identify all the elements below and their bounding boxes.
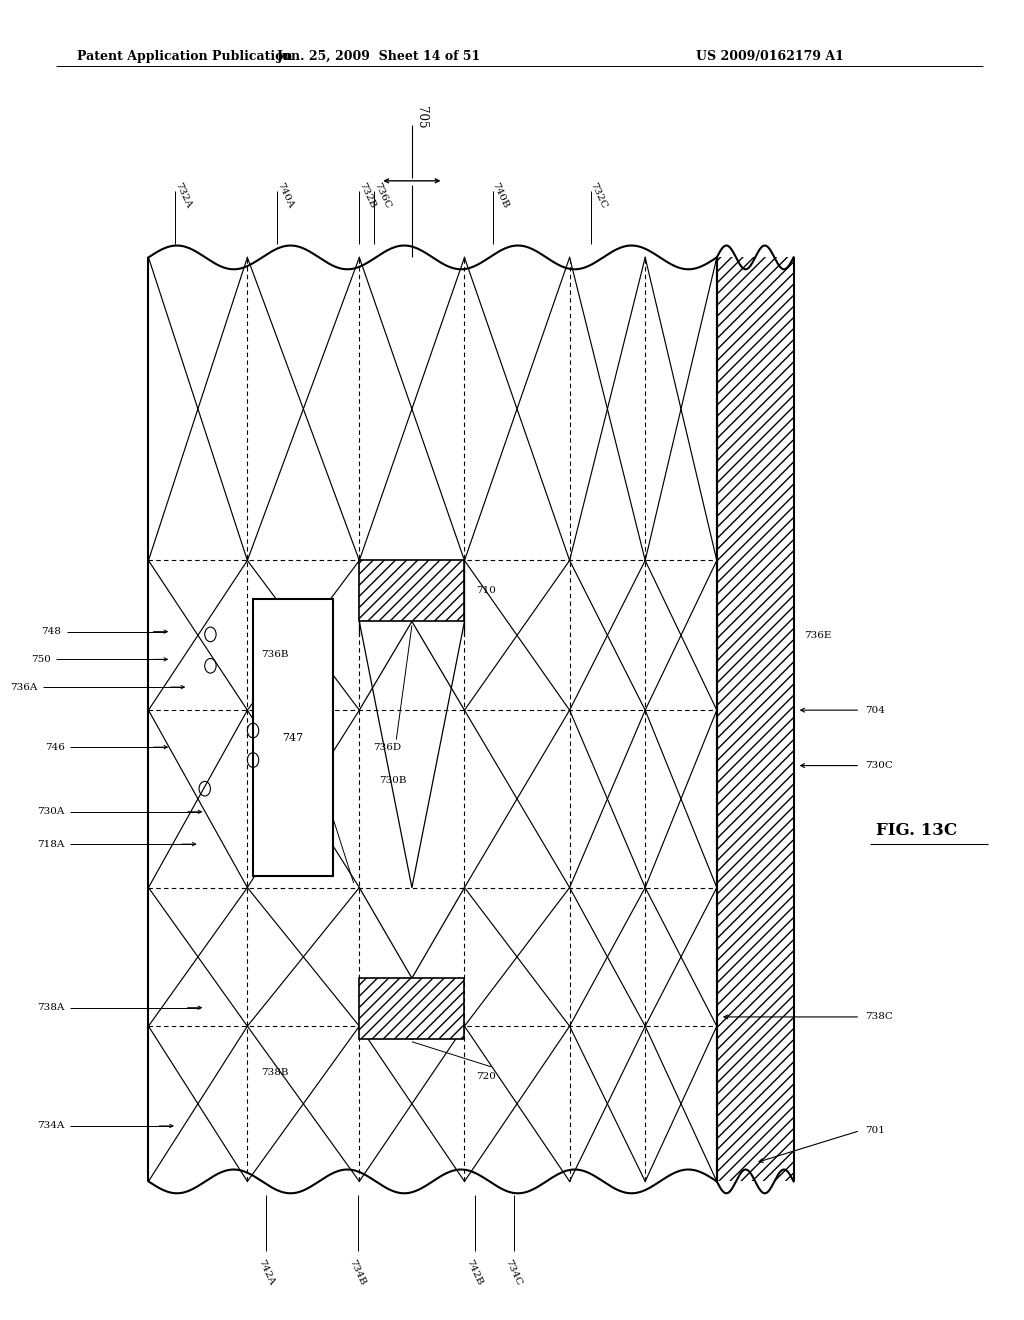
Text: 732B: 732B [357, 181, 377, 210]
Text: 736E: 736E [804, 631, 831, 640]
Text: 730B: 730B [379, 776, 407, 785]
Text: 736D: 736D [374, 743, 401, 751]
Text: 740A: 740A [275, 181, 295, 210]
Text: 742A: 742A [256, 1258, 275, 1287]
Text: 738B: 738B [261, 1068, 289, 1077]
Text: US 2009/0162179 A1: US 2009/0162179 A1 [696, 50, 844, 63]
Text: 748: 748 [42, 627, 61, 636]
Text: 718A: 718A [37, 840, 65, 849]
Bar [359, 978, 465, 1039]
Text: 734A: 734A [37, 1122, 65, 1130]
Text: 734B: 734B [348, 1258, 368, 1287]
Text: Jun. 25, 2009  Sheet 14 of 51: Jun. 25, 2009 Sheet 14 of 51 [276, 50, 481, 63]
Text: 730C: 730C [865, 762, 893, 770]
Text: 750: 750 [32, 655, 51, 664]
Bar [359, 561, 465, 622]
Text: 736A: 736A [10, 682, 38, 692]
Text: 738C: 738C [865, 1012, 893, 1022]
Text: 746: 746 [45, 743, 65, 751]
Text: 730A: 730A [37, 808, 65, 816]
Text: 736C: 736C [372, 181, 392, 210]
Text: 701: 701 [865, 1126, 885, 1135]
Text: 742B: 742B [465, 1258, 484, 1287]
Text: FIG. 13C: FIG. 13C [876, 822, 956, 838]
Text: 747: 747 [283, 733, 303, 743]
Text: 740B: 740B [490, 181, 511, 210]
Text: 720: 720 [476, 1072, 496, 1081]
Text: 734C: 734C [504, 1258, 523, 1287]
Text: 736B: 736B [261, 651, 289, 659]
Text: 738A: 738A [37, 1003, 65, 1012]
Text: 704: 704 [865, 706, 885, 714]
Text: Patent Application Publication: Patent Application Publication [77, 50, 292, 63]
Text: 732C: 732C [589, 181, 608, 210]
Text: 710: 710 [476, 586, 496, 595]
Bar [253, 599, 333, 876]
Text: 732A: 732A [173, 181, 193, 210]
Text: 705: 705 [415, 106, 428, 129]
Bar [717, 257, 794, 1181]
